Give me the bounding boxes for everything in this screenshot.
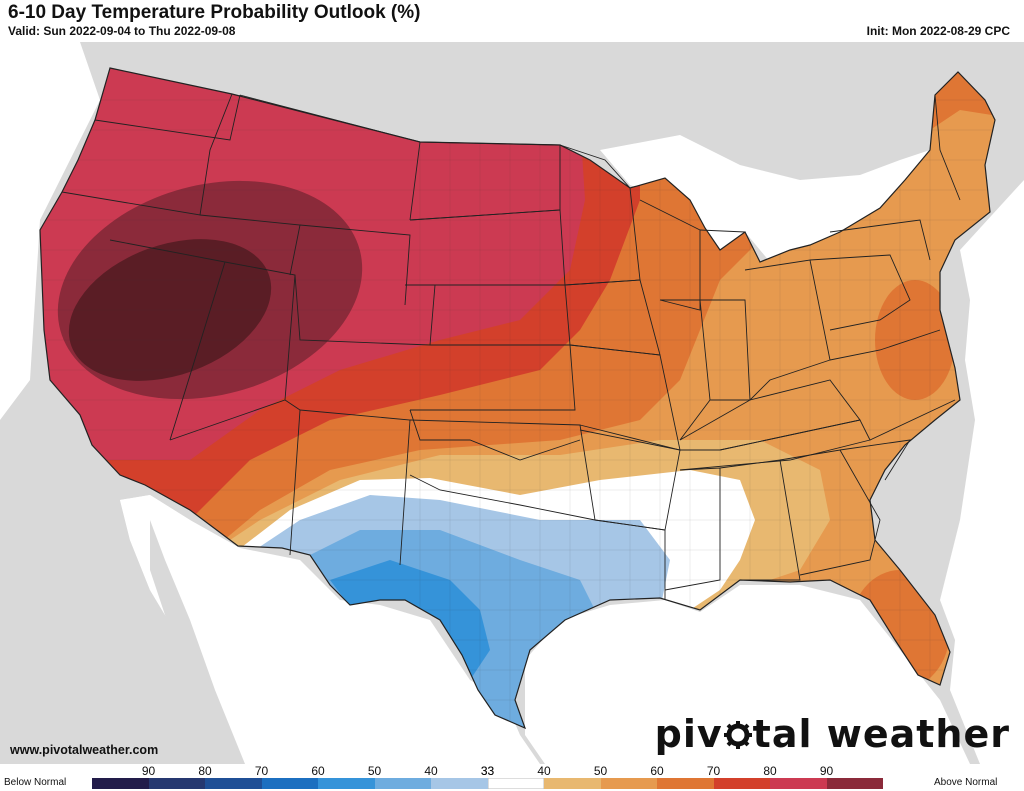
- header: 6-10 Day Temperature Probability Outlook…: [0, 0, 1024, 42]
- website-url: www.pivotalweather.com: [10, 743, 159, 757]
- valid-period: Valid: Sun 2022-09-04 to Thu 2022-09-08: [8, 24, 236, 38]
- great-lakes-water: [600, 135, 930, 262]
- legend-tick-label: 33: [480, 764, 495, 778]
- legend-swatch: [600, 778, 657, 789]
- legend-tick-label: 90: [141, 764, 156, 778]
- legend-swatch: [657, 778, 714, 789]
- legend-swatch: [148, 778, 205, 789]
- legend-tick-label: 60: [311, 764, 325, 778]
- state-borders: [61, 93, 961, 600]
- or-id-border: [61, 93, 233, 216]
- legend-swatch: [431, 778, 488, 789]
- wi-border: [639, 199, 701, 311]
- ny-border: [829, 219, 931, 261]
- legend-swatch: [713, 778, 770, 789]
- nc-va-border: [869, 399, 956, 441]
- logo-text-right: tal weather: [752, 712, 1010, 756]
- tx-ok-border: [409, 409, 581, 461]
- legend-tick-label: 70: [254, 764, 269, 778]
- map-title: 6-10 Day Temperature Probability Outlook…: [8, 2, 421, 23]
- sc-border: [839, 439, 911, 481]
- in-border: [700, 299, 751, 401]
- legend-tick-label: 50: [593, 764, 608, 778]
- legend-tick-label: 50: [367, 764, 382, 778]
- temperature-outlook-map: [0, 42, 1024, 764]
- co-border: [294, 274, 436, 346]
- ok-border: [409, 419, 596, 521]
- legend-swatch: [487, 778, 544, 789]
- legend-swatch: [318, 778, 375, 789]
- logo-text-left: piv: [654, 712, 723, 756]
- legend-swatch: [544, 778, 601, 789]
- us-outline: [39, 67, 996, 730]
- ga-border: [779, 449, 881, 576]
- legend-tick-label: 40: [537, 764, 551, 778]
- wa-or-border: [94, 94, 241, 141]
- legend-swatch: [92, 778, 149, 789]
- legend-swatch: [374, 778, 431, 789]
- legend-tick-label: 70: [706, 764, 721, 778]
- la-border: [594, 519, 666, 600]
- ks-border: [410, 344, 576, 411]
- pivotal-weather-logo: piv tal weather: [655, 712, 1010, 756]
- il-border: [660, 299, 711, 441]
- init-time: Init: Mon 2022-08-29 CPC: [866, 24, 1010, 38]
- legend-above-normal-label: Above Normal: [934, 777, 998, 788]
- legend-tick-label: 90: [819, 764, 834, 778]
- mi-border: [699, 229, 746, 233]
- legend-tick-label: 60: [650, 764, 664, 778]
- wy-border: [299, 224, 411, 306]
- al-border: [719, 459, 801, 581]
- legend-swatch: [770, 778, 827, 789]
- pa-border: [809, 254, 911, 331]
- ms-border: [664, 467, 721, 591]
- va-border: [829, 329, 941, 361]
- legend-swatch: [205, 778, 262, 789]
- legend-tick-label: 40: [424, 764, 438, 778]
- atlantic-ocean: [940, 180, 1024, 764]
- tn-border: [679, 419, 871, 471]
- legend-tick-label: 80: [763, 764, 777, 778]
- band-above-90: [68, 239, 272, 381]
- legend-swatch: [261, 778, 318, 789]
- map-panel: [0, 42, 1024, 764]
- baja-california: [150, 520, 245, 764]
- az-border: [169, 399, 301, 556]
- gear-icon: [723, 721, 752, 749]
- ne-states-border: [934, 94, 961, 201]
- gulf-of-mexico: [525, 585, 970, 764]
- legend: Below Normal 90 80 70 60 50 40 33 33 40 50 60 70 80 9…: [0, 764, 1024, 791]
- mo-border: [569, 344, 681, 451]
- legend-tick-label: 80: [198, 764, 212, 778]
- legend-below-normal-label: Below Normal: [4, 777, 67, 788]
- legend-swatch: [826, 778, 883, 789]
- legend-tick-label: 33: [480, 764, 495, 778]
